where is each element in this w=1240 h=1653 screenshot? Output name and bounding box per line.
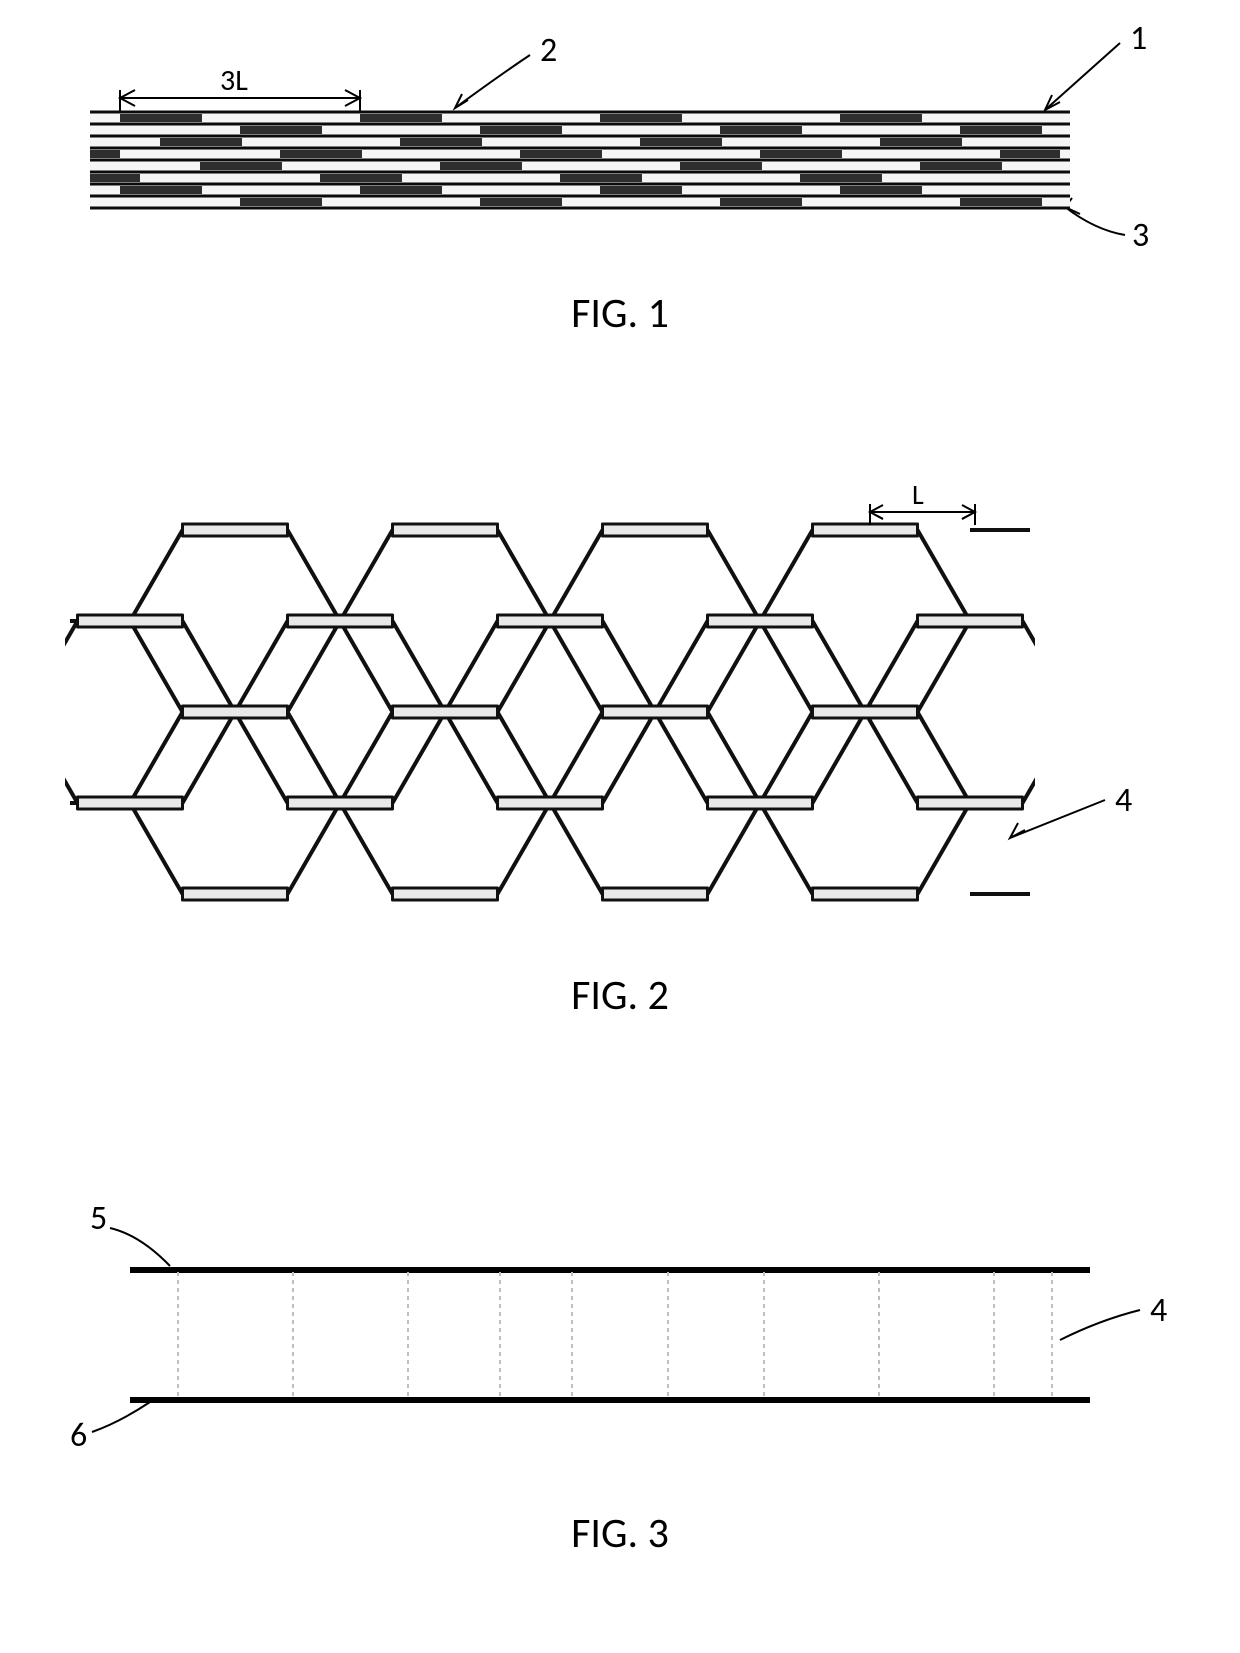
fig1-leader-2	[455, 55, 530, 108]
fig3-leader-4	[1060, 1310, 1140, 1340]
fig3-core-lines	[178, 1272, 1052, 1398]
fig2-svg: L	[0, 470, 1240, 940]
fig3-ref-5: 5	[90, 1198, 107, 1239]
fig1-ref-3: 3	[1132, 215, 1149, 256]
fig2-honeycomb	[25, 524, 1075, 900]
fig1-leader-3	[1065, 198, 1125, 235]
fig2-caption: FIG. 2	[0, 970, 1240, 1021]
fig1-leader-1	[1045, 43, 1120, 110]
figure-3	[0, 1200, 1240, 1460]
fig2-ref-4: 4	[1115, 780, 1132, 821]
fig3-svg	[0, 1200, 1240, 1460]
fig1-ref-1: 1	[1130, 18, 1147, 59]
fig3-caption: FIG. 3	[0, 1508, 1240, 1559]
fig3-leader-5	[110, 1228, 170, 1266]
fig1-svg: 3L	[0, 0, 1240, 300]
figure-1: 3L	[0, 0, 1240, 300]
fig1-ref-2: 2	[540, 30, 557, 71]
fig3-ref-6: 6	[70, 1415, 87, 1456]
fig3-leader-6	[92, 1402, 150, 1432]
fig1-dim-text: 3L	[220, 62, 248, 99]
figure-2: L	[0, 470, 1240, 940]
fig3-ref-4: 4	[1150, 1290, 1167, 1331]
fig1-laminate	[90, 112, 1070, 208]
fig1-caption: FIG. 1	[0, 288, 1240, 339]
svg-text:L: L	[912, 477, 924, 512]
